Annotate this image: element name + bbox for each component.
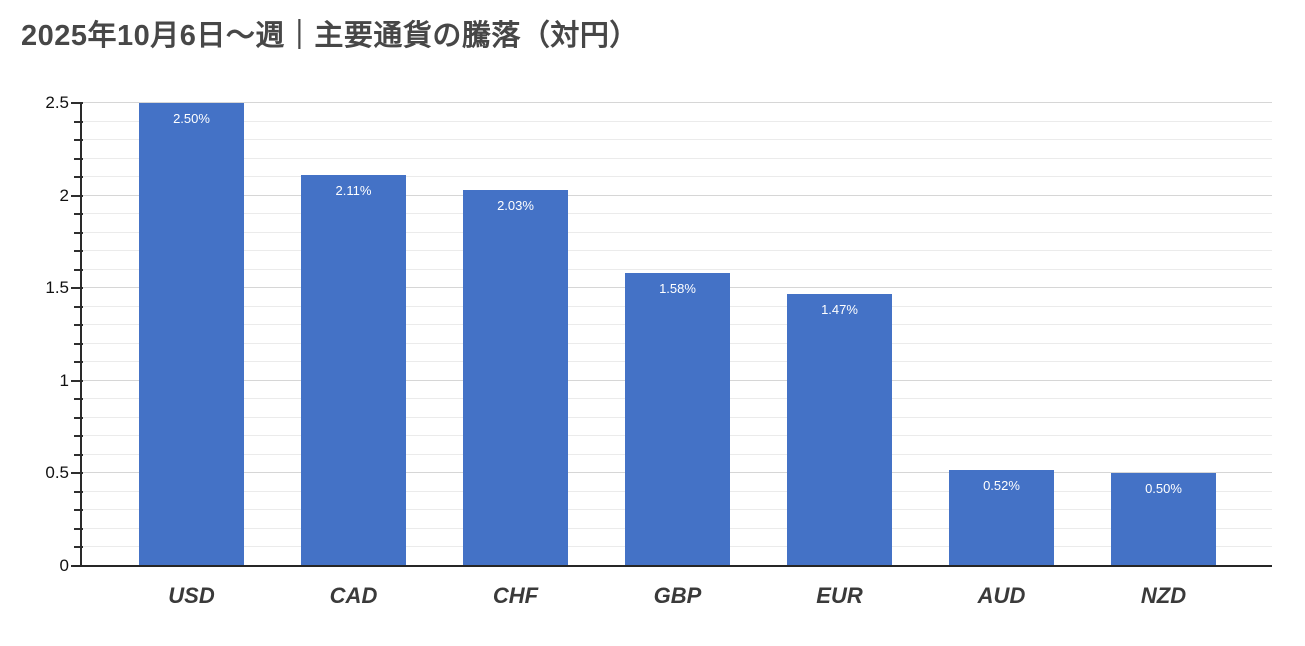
bar-nzd bbox=[1111, 473, 1216, 565]
y-axis-tick bbox=[74, 435, 83, 438]
y-axis-tick bbox=[74, 213, 83, 216]
bar-value-label-chf: 2.03% bbox=[497, 198, 534, 214]
y-axis-tick bbox=[71, 194, 83, 197]
bar-cad bbox=[301, 175, 406, 565]
gridline bbox=[81, 157, 1272, 159]
bar-value-label-gbp: 1.58% bbox=[659, 281, 696, 297]
y-axis-tick bbox=[74, 305, 83, 308]
gridline bbox=[81, 231, 1272, 233]
y-tick-label: 1 bbox=[59, 370, 69, 390]
y-axis-tick bbox=[74, 268, 83, 271]
y-axis-tick bbox=[74, 398, 83, 401]
bar-value-label-nzd: 0.50% bbox=[1145, 481, 1182, 497]
y-tick-label: 0.5 bbox=[45, 463, 69, 483]
y-axis-tick bbox=[74, 509, 83, 512]
x-category-label-eur: EUR bbox=[816, 583, 863, 608]
y-axis-tick bbox=[74, 324, 83, 327]
y-tick-label: 1.5 bbox=[45, 278, 69, 298]
y-tick-label: 0 bbox=[59, 556, 69, 575]
bar-value-label-cad: 2.11% bbox=[335, 183, 372, 199]
bar-value-label-aud: 0.52% bbox=[983, 477, 1020, 493]
y-axis-tick bbox=[74, 157, 83, 160]
y-axis-tick bbox=[74, 361, 83, 364]
bar-value-label-usd: 2.50% bbox=[173, 111, 210, 126]
bar-eur bbox=[787, 293, 892, 565]
y-axis-tick bbox=[74, 490, 83, 493]
gridline bbox=[81, 194, 1272, 196]
bar-aud bbox=[949, 469, 1054, 565]
y-tick-label: 2.5 bbox=[45, 93, 69, 112]
bar-usd bbox=[139, 103, 244, 565]
x-axis-line bbox=[73, 565, 1272, 567]
y-axis-tick bbox=[74, 250, 83, 253]
gridline bbox=[81, 268, 1272, 270]
bar-chf bbox=[463, 190, 568, 565]
y-axis-tick bbox=[74, 527, 83, 530]
y-axis-tick bbox=[74, 139, 83, 142]
chart-title: 2025年10月6日～週｜主要通貨の騰落（対円） bbox=[21, 20, 639, 52]
y-axis-tick bbox=[74, 231, 83, 234]
y-axis-tick bbox=[74, 453, 83, 456]
y-axis-tick bbox=[74, 416, 83, 419]
y-axis-tick bbox=[71, 379, 83, 382]
y-axis-tick bbox=[74, 546, 83, 549]
x-category-label-usd: USD bbox=[168, 583, 215, 608]
y-axis-tick bbox=[71, 472, 83, 475]
x-category-label-nzd: NZD bbox=[1140, 583, 1187, 608]
gridline bbox=[81, 102, 1272, 103]
y-axis-tick bbox=[71, 287, 83, 290]
y-axis-tick bbox=[71, 102, 83, 104]
y-axis-tick bbox=[74, 120, 83, 123]
bar-value-label-eur: 1.47% bbox=[821, 301, 858, 317]
gridline bbox=[81, 250, 1272, 252]
y-axis-tick bbox=[74, 342, 83, 345]
x-category-label-chf: CHF bbox=[492, 583, 539, 608]
bar-gbp bbox=[625, 273, 730, 565]
gridline bbox=[81, 176, 1272, 178]
y-axis-tick bbox=[74, 176, 83, 179]
y-axis-line bbox=[80, 103, 82, 566]
y-tick-label: 2 bbox=[59, 185, 69, 205]
x-category-label-gbp: GBP bbox=[653, 583, 702, 608]
x-category-label-cad: CAD bbox=[329, 583, 378, 608]
gridline bbox=[81, 120, 1272, 122]
gridline bbox=[81, 213, 1272, 215]
x-category-label-aud: AUD bbox=[977, 583, 1026, 608]
gridline bbox=[81, 139, 1272, 141]
